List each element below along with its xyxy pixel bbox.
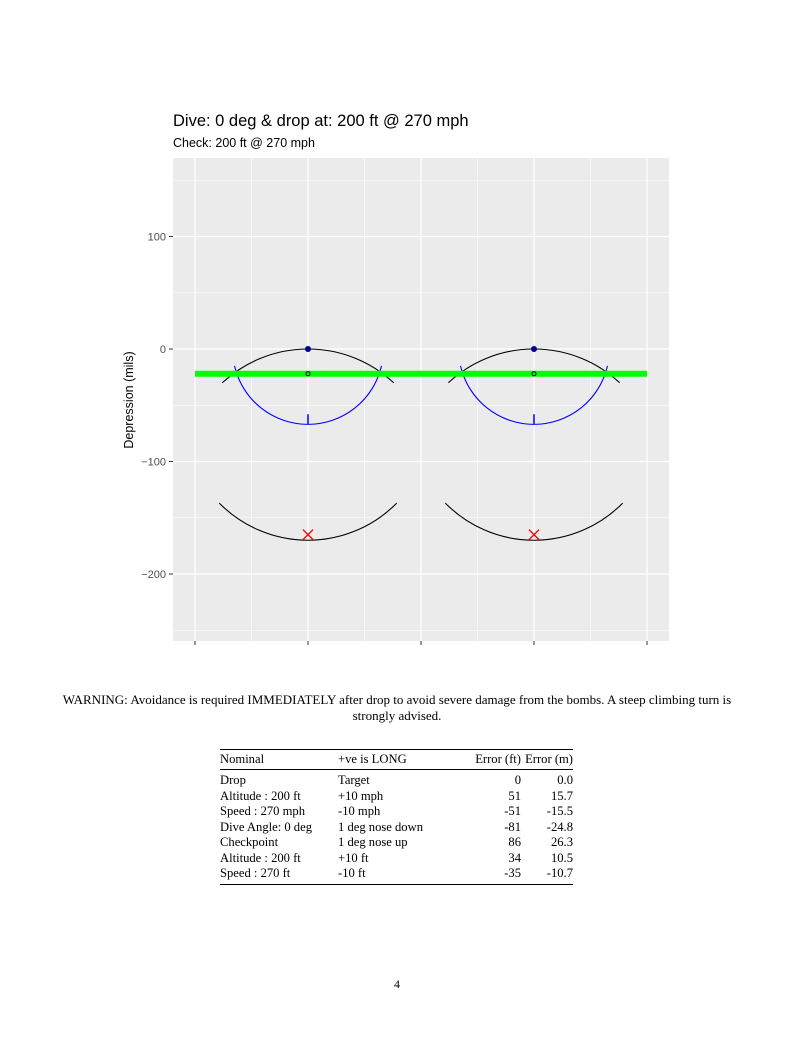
cell-error-ft: -81	[504, 819, 521, 834]
cell-nominal: Speed : 270 ft	[220, 866, 338, 885]
cell-direction: -10 mph	[338, 804, 381, 818]
cell-direction: -10 ft	[338, 866, 450, 885]
cell-error-m: -10.7	[521, 866, 573, 885]
table-row: Altitude : 200 ft +10 mph 51 15.7	[220, 789, 573, 805]
table-row: Altitude : 200 ft +10 ft 34 10.5	[220, 851, 573, 867]
header-error-ft: Error (ft)	[450, 749, 521, 770]
header-nominal: Nominal	[220, 749, 338, 770]
cell-error-m: -15.5	[546, 804, 573, 818]
y-tick-label: 100	[148, 232, 166, 244]
target-cross	[528, 529, 540, 541]
table-row: Checkpoint 1 deg nose up 86 26.3	[220, 835, 573, 851]
lower-sight-arc	[218, 502, 398, 541]
cell-error-m: 15.7	[550, 788, 573, 803]
aim-dot	[305, 346, 311, 352]
check-circle	[305, 371, 311, 377]
cell-error-ft: -51	[504, 804, 521, 818]
cell-direction: +10 mph	[338, 788, 384, 803]
header-direction: +ve is LONG	[338, 749, 450, 770]
cell-error-ft: 0	[514, 773, 521, 787]
cell-error-m: 10.5	[550, 850, 573, 865]
cell-nominal: Altitude : 200 ft	[220, 788, 301, 803]
table-row: Drop Target 0 0.0	[220, 770, 573, 789]
cell-error-ft: 34	[508, 850, 521, 865]
table-row: Speed : 270 ft -10 ft -35 -10.7	[220, 866, 573, 885]
lower-sight-arc	[444, 502, 624, 541]
cell-direction: 1 deg nose down	[338, 819, 423, 834]
page-number: 4	[394, 977, 400, 991]
chart-subtitle: Check: 200 ft @ 270 mph	[173, 136, 315, 150]
error-table: Nominal +ve is LONG Error (ft) Error (m)…	[220, 749, 573, 885]
cell-error-ft: 51	[508, 788, 521, 803]
check-circle	[531, 371, 537, 377]
header-error-m: Error (m)	[521, 749, 573, 770]
table-row: Dive Angle: 0 deg 1 deg nose down -81 -2…	[220, 820, 573, 836]
chart-title: Dive: 0 deg & drop at: 200 ft @ 270 mph	[173, 112, 469, 130]
cell-direction: Target	[338, 773, 370, 787]
cell-error-m: -24.8	[546, 819, 573, 834]
y-tick-label: −100	[141, 457, 166, 469]
cell-nominal: Drop	[220, 773, 246, 787]
cell-error-m: 0.0	[557, 773, 573, 787]
plot-svg: 100 0 −100 −200 Depression (mils)	[122, 158, 669, 645]
aim-dot	[531, 346, 537, 352]
y-tick-label: −200	[141, 569, 166, 581]
cell-nominal: Checkpoint	[220, 835, 279, 849]
cell-error-m: 26.3	[550, 835, 573, 849]
y-axis-title: Depression (mils)	[122, 351, 136, 448]
table-header-row: Nominal +ve is LONG Error (ft) Error (m)	[220, 749, 573, 770]
cell-error-ft: -35	[450, 866, 521, 885]
table-row: Speed : 270 mph -10 mph -51 -15.5	[220, 804, 573, 820]
warning-text: WARNING: Avoidance is required IMMEDIATE…	[62, 692, 732, 723]
chart: Dive: 0 deg & drop at: 200 ft @ 270 mph …	[122, 112, 669, 645]
cell-nominal: Speed : 270 mph	[220, 804, 306, 818]
cell-error-ft: 86	[508, 835, 521, 849]
cell-nominal: Dive Angle: 0 deg	[220, 819, 312, 834]
target-cross	[302, 529, 314, 541]
y-tick-label: 0	[160, 344, 166, 356]
cell-direction: 1 deg nose up	[338, 835, 408, 849]
cell-direction: +10 ft	[338, 850, 369, 865]
cell-nominal: Altitude : 200 ft	[220, 850, 301, 865]
